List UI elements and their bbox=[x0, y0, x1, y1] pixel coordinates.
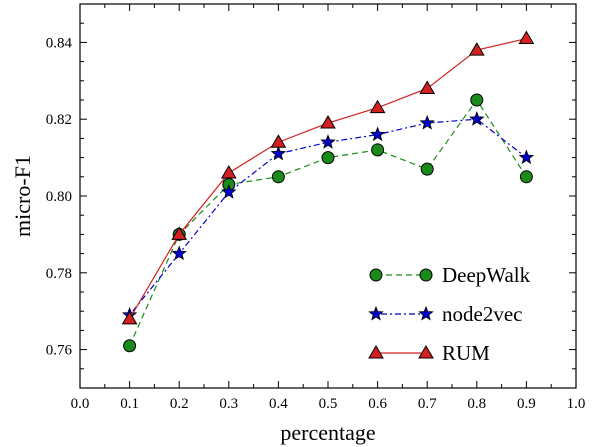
axes: 0.0 0.1 0.2 0.3 0.4 0.5 0.6 0.7 0.8 0.9 1.0 0.76 0.7… bbox=[46, 3, 586, 412]
data-point bbox=[519, 170, 533, 184]
legend: DeepWalk node2vec RUM bbox=[368, 263, 531, 365]
data-point bbox=[320, 115, 336, 129]
x-tick-label: 0.7 bbox=[418, 396, 437, 412]
x-tick-label: 1.0 bbox=[567, 396, 586, 412]
y-tick-label: 0.78 bbox=[46, 266, 72, 282]
data-point bbox=[419, 114, 435, 130]
data-point bbox=[171, 245, 187, 261]
series-node2vec bbox=[121, 111, 535, 322]
data-point bbox=[470, 93, 484, 107]
legend-marker bbox=[368, 305, 384, 321]
data-point bbox=[419, 80, 436, 94]
legend-entry: DeepWalk bbox=[369, 263, 531, 287]
legend-marker bbox=[418, 305, 434, 321]
data-point bbox=[270, 145, 287, 161]
x-tick-label: 0.9 bbox=[517, 396, 536, 412]
series-rum bbox=[121, 30, 535, 325]
data-point bbox=[369, 126, 386, 142]
y-tick-label: 0.82 bbox=[46, 112, 72, 128]
data-point bbox=[320, 134, 336, 149]
x-tick-label: 0.5 bbox=[319, 396, 338, 412]
data-point bbox=[220, 164, 237, 179]
data-point bbox=[420, 162, 434, 176]
x-tick-label: 0.3 bbox=[219, 396, 238, 412]
legend-entry: RUM bbox=[368, 341, 490, 365]
x-tick-label: 0.4 bbox=[269, 396, 288, 412]
legend-marker bbox=[418, 345, 434, 359]
x-axis-title: percentage bbox=[280, 420, 375, 445]
legend-marker bbox=[368, 345, 384, 359]
legend-marker bbox=[369, 268, 383, 282]
x-tick-label: 0.1 bbox=[120, 396, 139, 412]
data-point bbox=[270, 134, 287, 148]
y-tick-label: 0.76 bbox=[46, 343, 73, 359]
data-point bbox=[369, 99, 386, 114]
y-tick-label: 0.84 bbox=[46, 35, 73, 51]
data-point bbox=[221, 184, 237, 199]
data-point bbox=[271, 170, 285, 184]
x-tick-label: 0.8 bbox=[467, 396, 486, 412]
legend-label: RUM bbox=[442, 341, 490, 365]
plot-frame bbox=[79, 3, 577, 389]
x-tick-label: 0.6 bbox=[368, 396, 387, 412]
data-point bbox=[123, 339, 137, 353]
data-point bbox=[371, 143, 385, 157]
legend-label: node2vec bbox=[442, 302, 522, 326]
x-tick-label: 0.2 bbox=[170, 396, 189, 412]
data-point bbox=[171, 226, 188, 240]
data-point bbox=[518, 149, 535, 165]
x-tick-label: 0.0 bbox=[71, 396, 90, 412]
data-point bbox=[321, 151, 335, 165]
legend-entry: node2vec bbox=[368, 302, 522, 326]
data-point bbox=[469, 111, 485, 126]
series-layer bbox=[121, 30, 535, 353]
data-point bbox=[518, 30, 535, 45]
data-point bbox=[468, 42, 485, 56]
data-point bbox=[121, 310, 138, 325]
y-axis-title: micro-F1 bbox=[10, 155, 35, 237]
legend-marker bbox=[419, 268, 433, 282]
y-tick-label: 0.80 bbox=[46, 189, 72, 205]
legend-label: DeepWalk bbox=[442, 263, 531, 287]
